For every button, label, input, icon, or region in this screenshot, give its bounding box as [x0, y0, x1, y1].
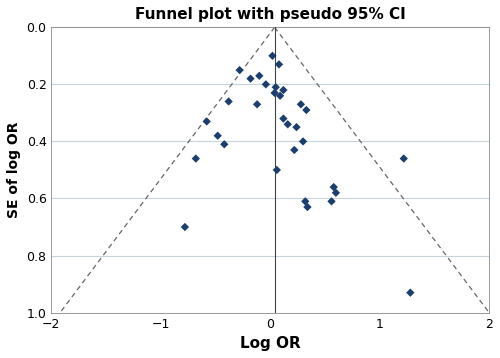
Point — [220, 141, 228, 147]
Point — [203, 118, 211, 124]
Point — [272, 84, 280, 90]
Point — [273, 167, 281, 173]
Point — [262, 82, 270, 87]
Point — [284, 121, 292, 127]
Point — [330, 184, 338, 190]
Point — [268, 53, 276, 59]
Point — [328, 198, 336, 204]
Point — [302, 198, 310, 204]
Point — [224, 98, 232, 104]
Point — [270, 90, 278, 96]
X-axis label: Log OR: Log OR — [240, 336, 300, 351]
Y-axis label: SE of log OR: SE of log OR — [7, 122, 21, 218]
Point — [299, 139, 307, 144]
Point — [214, 133, 222, 139]
Point — [280, 116, 287, 121]
Title: Funnel plot with pseudo 95% CI: Funnel plot with pseudo 95% CI — [135, 7, 406, 22]
Point — [276, 93, 284, 98]
Point — [253, 101, 261, 107]
Point — [304, 204, 312, 210]
Point — [280, 87, 287, 93]
Point — [236, 67, 244, 73]
Point — [256, 73, 264, 79]
Point — [181, 224, 189, 230]
Point — [332, 190, 340, 196]
Point — [292, 124, 300, 130]
Point — [297, 101, 305, 107]
Point — [246, 76, 254, 82]
Point — [290, 147, 298, 153]
Point — [192, 156, 200, 161]
Point — [400, 156, 408, 161]
Point — [302, 107, 310, 113]
Point — [406, 290, 414, 295]
Point — [275, 62, 283, 67]
